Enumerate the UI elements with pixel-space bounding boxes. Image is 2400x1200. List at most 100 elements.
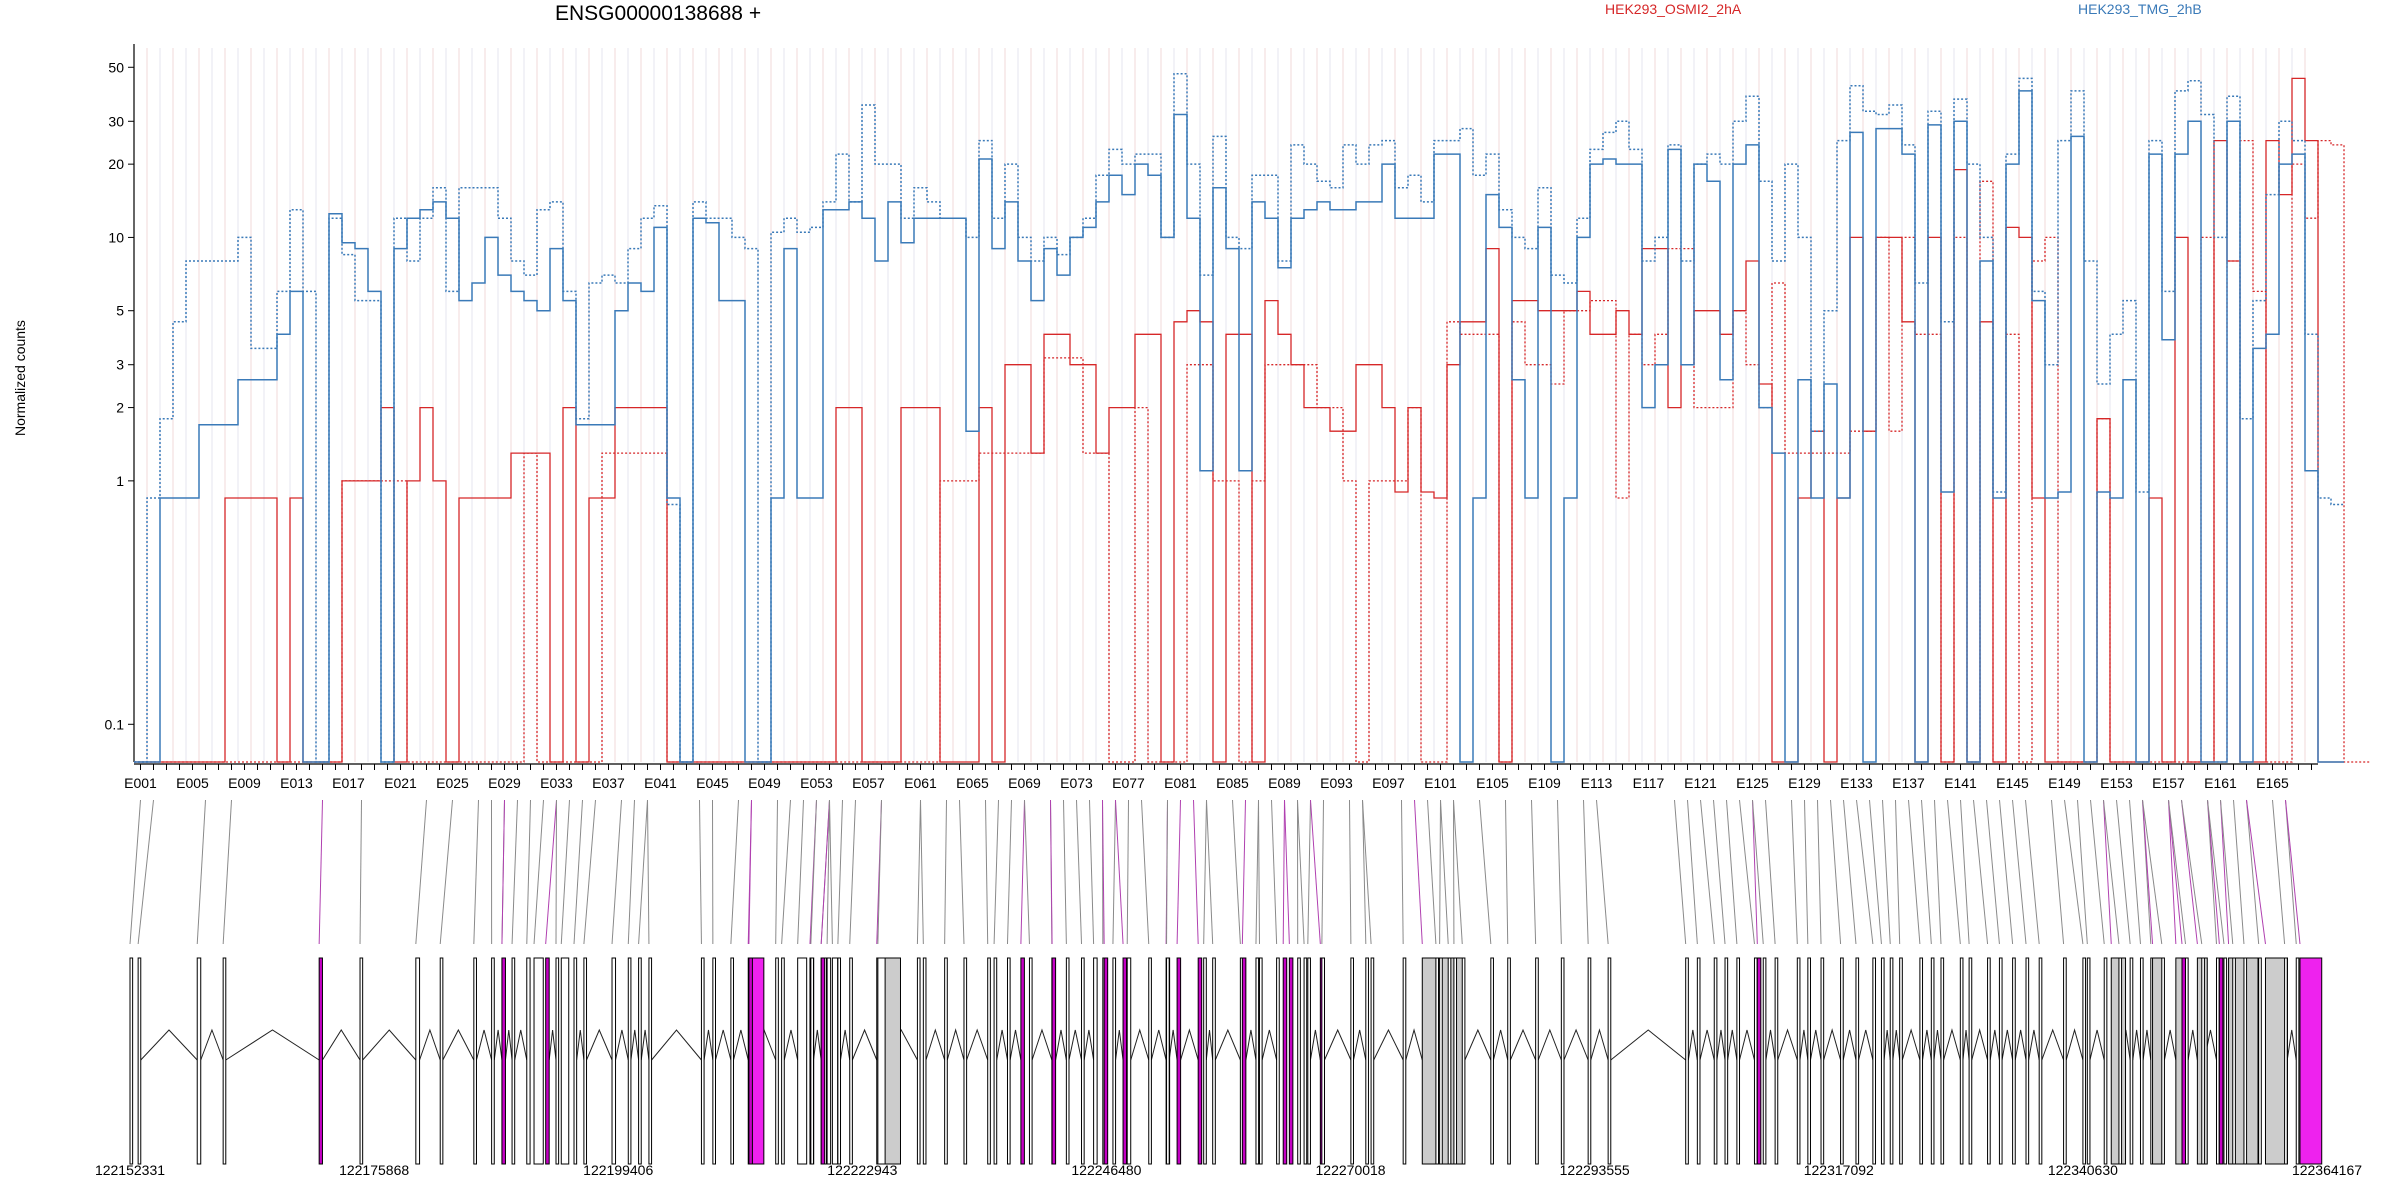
exon-box (1713, 957, 1718, 1165)
exon-box (545, 957, 550, 1165)
exon-connector (1557, 799, 1562, 945)
exon-box (2258, 957, 2262, 1165)
exon-box (1241, 957, 1247, 1165)
exon-box (555, 957, 560, 1165)
exon-connector (1401, 799, 1404, 945)
intron-chevron (419, 1028, 441, 1061)
exon-box (1288, 957, 1294, 1165)
exon-connector (1687, 799, 1698, 945)
exon-tick-label: E057 (852, 775, 885, 791)
exon-box (1370, 957, 1375, 1165)
genomic-coordinate-label: 122293555 (1560, 1162, 1630, 1178)
exon-tick-label: E129 (1788, 775, 1821, 791)
exon-connector (555, 799, 557, 945)
exon-box (2063, 957, 2067, 1165)
intron-chevron (703, 1029, 714, 1061)
exon-connector (2285, 799, 2297, 945)
exon-tick-label: E161 (2204, 775, 2237, 791)
exon-box (1461, 957, 1466, 1165)
exon-tick-label: E153 (2100, 775, 2133, 791)
exon-box (700, 957, 705, 1165)
exon-box (916, 957, 921, 1165)
exon-connector (2285, 799, 2301, 945)
exon-box (1724, 957, 1729, 1165)
exon-connector (1439, 799, 1441, 945)
exon-box (2215, 957, 2220, 1165)
exon-tick-label: E125 (1736, 775, 1769, 791)
exon-connector (1126, 799, 1129, 945)
exon-tick-label: E089 (1268, 775, 1301, 791)
exon-box (1122, 957, 1128, 1165)
exon-connector (993, 799, 999, 945)
exon-box (1880, 957, 1885, 1165)
exon-box (1350, 957, 1355, 1165)
exon-box (1762, 957, 1767, 1165)
exon-connector (826, 799, 830, 945)
exon-connector (1166, 799, 1168, 945)
exon-connector (1271, 799, 1278, 945)
series-tmg-replicate-a (134, 73, 2344, 763)
exon-connector (2142, 799, 2154, 945)
exon-tick-label: E093 (1320, 775, 1353, 791)
exon-box (1840, 957, 1844, 1165)
exon-connector (1843, 799, 1857, 945)
y-tick-label: 30 (108, 113, 124, 129)
intron-chevron (733, 1029, 749, 1061)
intron-chevron (925, 1028, 946, 1061)
exon-connector (1999, 799, 2014, 945)
exon-box (611, 957, 617, 1165)
intron-chevron (1031, 1028, 1053, 1061)
intron-chevron (1245, 1029, 1257, 1061)
intron-chevron (1309, 1029, 1321, 1061)
exon-box (1507, 957, 1511, 1165)
exon-connector (775, 799, 778, 945)
exon-tick-label: E053 (800, 775, 833, 791)
exon-box (1307, 957, 1311, 1165)
exon-box (2103, 957, 2108, 1165)
exon-box (1872, 957, 1877, 1165)
intron-chevron (1009, 1029, 1022, 1061)
intron-chevron (651, 1029, 702, 1061)
exon-connector (1206, 799, 1214, 945)
exon-box (2129, 957, 2134, 1165)
exon-connector (2129, 799, 2141, 945)
exon-box (473, 957, 477, 1165)
exon-tick-label: E109 (1528, 775, 1561, 791)
exon-connectors (129, 799, 2301, 945)
intron-chevron (2187, 1029, 2198, 1061)
exon-box (944, 957, 948, 1165)
exon-connector (1414, 799, 1423, 945)
exon-connector (1765, 799, 1776, 945)
intron-chevron (1823, 1028, 1842, 1061)
legend-item-tmg: HEK293_TMG_2hB (2078, 1, 2202, 17)
exon-box (1435, 957, 1440, 1165)
exon-tick-label: E113 (1581, 775, 1613, 791)
exon-connector (1102, 799, 1105, 945)
exon-box (1987, 957, 1991, 1165)
exon-box (1255, 957, 1260, 1165)
exon-box (583, 957, 588, 1165)
exon-connector (1453, 799, 1463, 945)
exon-connector (611, 799, 622, 945)
exon-connector (699, 799, 702, 945)
exon-box (1753, 957, 1758, 1165)
exon-box (1176, 957, 1182, 1165)
exon-connector (837, 799, 843, 945)
exon-connector (2207, 799, 2225, 945)
exon-connector (2012, 799, 2027, 945)
series-osmi-replicate-b (134, 139, 2370, 763)
exon-tick-label: E149 (2048, 775, 2081, 791)
exon-box (1258, 957, 1263, 1165)
exon-tick-label: E013 (280, 775, 313, 791)
exon-box (1453, 957, 1458, 1165)
exon-box (2284, 957, 2288, 1165)
exon-tick-label: E141 (1944, 775, 1977, 791)
exon-connector (1255, 799, 1259, 945)
exon-connector (2168, 799, 2177, 945)
exon-box (2181, 957, 2187, 1165)
exon-connector (1869, 799, 1882, 945)
exon-box (1212, 957, 1216, 1165)
exon-connector (2272, 799, 2286, 945)
intron-chevron (1150, 1029, 1167, 1061)
exon-connector (2207, 799, 2220, 945)
